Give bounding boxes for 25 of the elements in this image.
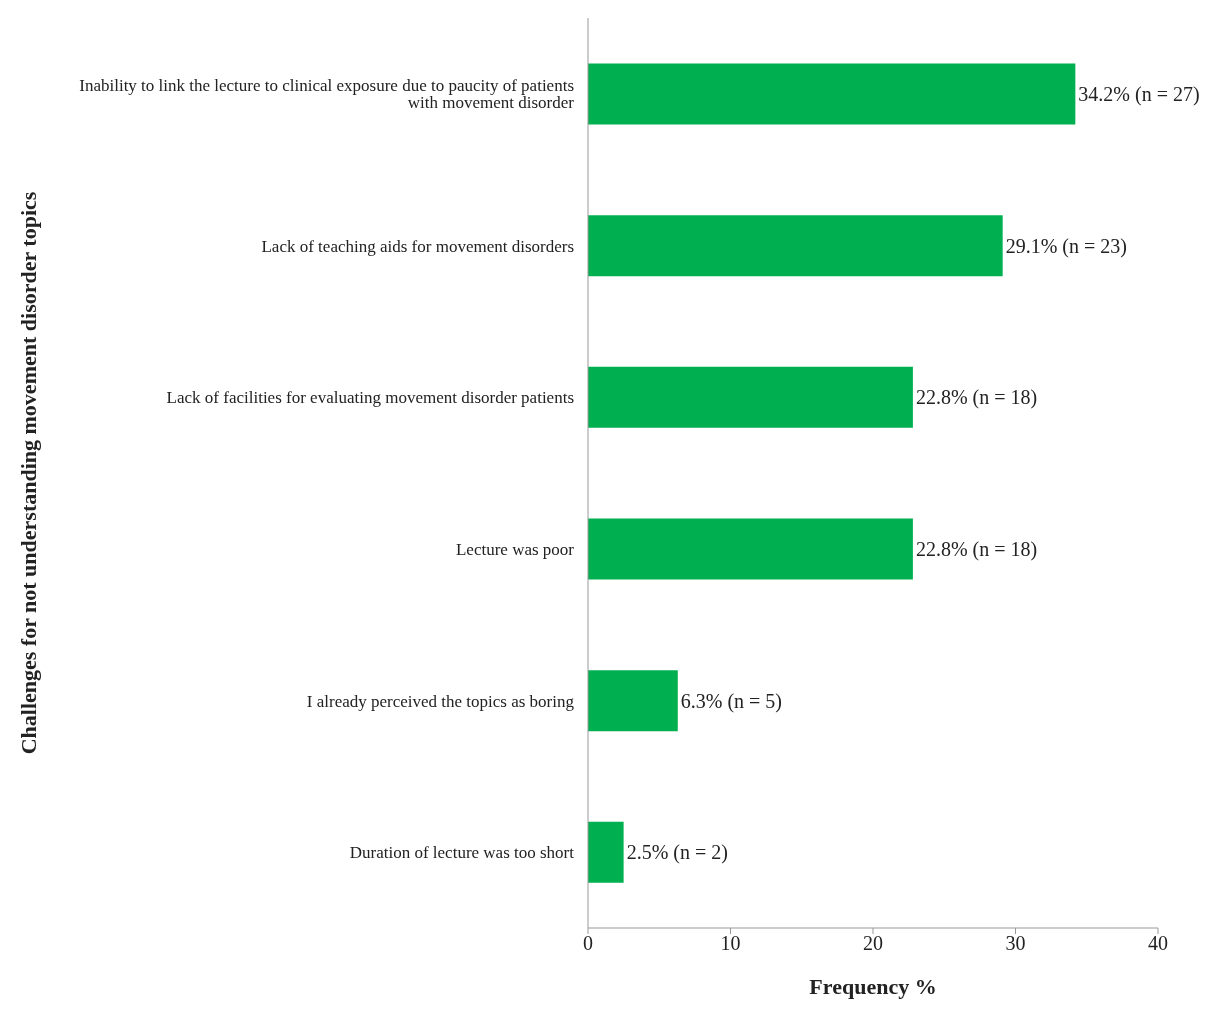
bar xyxy=(588,518,913,580)
x-tick-label: 0 xyxy=(583,932,593,955)
bar xyxy=(588,215,1003,277)
bar xyxy=(588,366,913,428)
bar xyxy=(588,63,1076,125)
data-label: 2.5% (n = 2) xyxy=(626,841,728,865)
data-label: 34.2% (n = 27) xyxy=(1078,83,1200,107)
x-tick-label: 10 xyxy=(720,932,741,955)
y-tick-label: Lack of teaching aids for movement disorders xyxy=(261,236,574,256)
x-tick-label: 20 xyxy=(863,932,883,955)
y-tick-label: Inability to link the lecture to clinical exposure due to paucity of patients with movement disorder xyxy=(79,76,575,113)
x-tick-label: 30 xyxy=(1005,932,1026,955)
data-label: 22.8% (n = 18) xyxy=(915,538,1038,562)
y-tick-label: I already perceived the topics as boring xyxy=(306,691,575,711)
y-tick-label: Duration of lecture was too short xyxy=(349,843,575,863)
bar xyxy=(588,821,624,883)
y-axis-title: Challenges for not understanding movement disorder topics xyxy=(15,191,41,755)
y-tick-label: Lack of facilities for evaluating movement disorder patients xyxy=(166,388,574,408)
x-tick-label: 40 xyxy=(1148,932,1168,955)
y-tick-label: Lecture was poor xyxy=(455,539,575,559)
data-label: 22.8% (n = 18) xyxy=(915,386,1038,410)
data-label: 6.3% (n = 5) xyxy=(680,689,783,713)
bar xyxy=(588,670,678,732)
data-label: 29.1% (n = 23) xyxy=(1005,234,1127,258)
x-axis-title: Frequency % xyxy=(809,974,937,999)
